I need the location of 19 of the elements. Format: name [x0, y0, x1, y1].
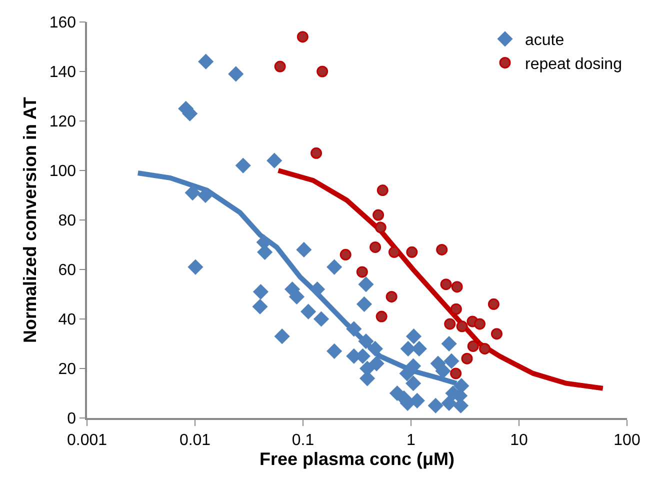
- x-tick-label: 0.001: [66, 432, 108, 449]
- legend-label: repeat dosing: [525, 56, 622, 73]
- y-tick-label: 80: [58, 212, 76, 230]
- x-tick-label: 1: [406, 432, 416, 449]
- x-tick-label: 100: [614, 432, 640, 449]
- x-axis-title: Free plasma conc (μM): [259, 448, 455, 469]
- y-tick-label: 0: [67, 410, 76, 428]
- y-axis-title: Normalized conversion in AT: [20, 96, 40, 344]
- y-tick-label: 40: [58, 312, 76, 329]
- y-tick-label: 140: [49, 64, 76, 82]
- y-tick-label: 160: [49, 14, 76, 32]
- y-tick-label: 60: [58, 262, 76, 280]
- y-tick-label: 100: [49, 163, 76, 180]
- y-tick-label: 20: [58, 361, 76, 378]
- x-tick-label: 10: [510, 432, 528, 449]
- x-tick-label: 0.01: [179, 432, 211, 449]
- legend-label: acute: [525, 32, 564, 50]
- y-tick-label: 120: [49, 114, 76, 131]
- x-tick-label: 0.1: [292, 432, 314, 449]
